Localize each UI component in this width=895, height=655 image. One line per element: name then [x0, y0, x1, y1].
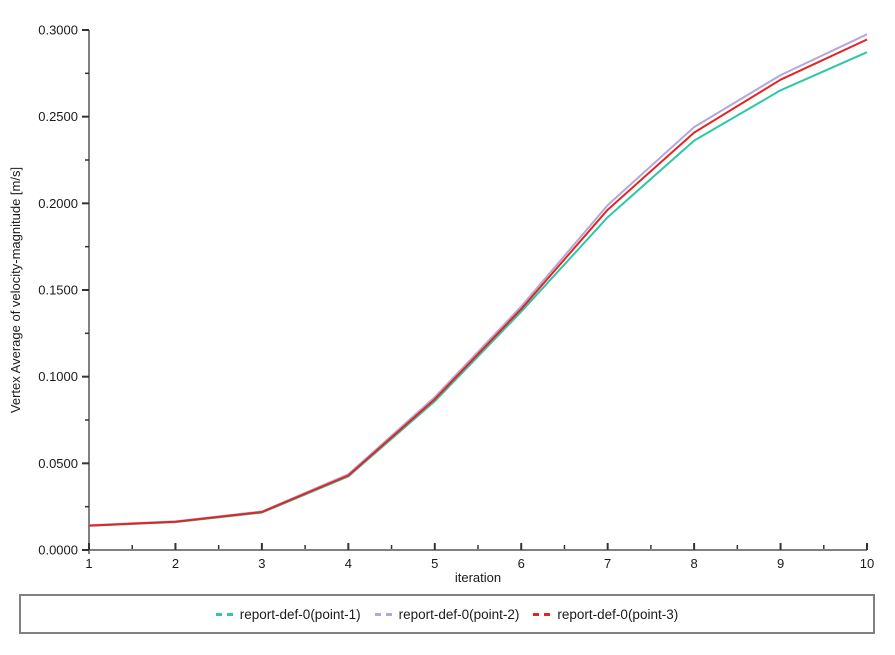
x-axis-tick-label: 8 [690, 556, 697, 571]
y-axis-tick-label: 0.2500 [38, 109, 78, 124]
x-axis-tick-label: 5 [431, 556, 438, 571]
line-chart-canvas: 1 2 3 4 5 6 7 8 9 10 0.0000 0.0500 0.1000 0.1500 0.200… [8, 23, 874, 586]
y-axis-tick-label: 0.2000 [38, 196, 78, 211]
x-axis-tick-label: 7 [604, 556, 611, 571]
legend-label: report-def-0(point-2) [398, 606, 520, 622]
x-axis-tick-label: 6 [518, 556, 525, 571]
legend-line-swatch-icon [533, 612, 551, 616]
legend-item-1: report-def-0(point-1) [215, 606, 361, 622]
x-axis-tick-label: 10 [860, 556, 874, 571]
x-axis-title: iteration [455, 570, 501, 585]
legend-line-swatch-icon [374, 612, 392, 616]
y-axis-tick-label: 0.0000 [38, 543, 78, 558]
legend-item-2: report-def-0(point-2) [374, 606, 520, 622]
legend-label: report-def-0(point-1) [239, 606, 361, 622]
x-axis-tick-label: 9 [777, 556, 784, 571]
y-axis-tick-label: 0.3000 [38, 23, 78, 38]
y-axis-tick-label: 0.1000 [38, 369, 78, 384]
x-axis-tick-label: 2 [172, 556, 179, 571]
legend-item-3: report-def-0(point-3) [533, 607, 678, 622]
x-axis-tick-label: 4 [345, 556, 352, 571]
x-axis-tick-label: 3 [258, 556, 265, 571]
y-axis-title: Vertex Average of velocity-magnitude [m/… [8, 167, 23, 413]
legend-label: report-def-0(point-3) [557, 606, 679, 622]
y-axis-tick-label: 0.1500 [38, 283, 78, 298]
y-axis-tick-label: 0.0500 [38, 456, 78, 471]
legend-line-swatch-icon [215, 612, 233, 616]
series-line-report-def-0-point-3- [88, 38, 868, 527]
series-line-report-def-0-point-1- [88, 51, 868, 527]
x-axis-tick-label: 1 [85, 556, 92, 571]
legend-box: report-def-0(point-1) report-def-0(point-… [19, 594, 875, 634]
